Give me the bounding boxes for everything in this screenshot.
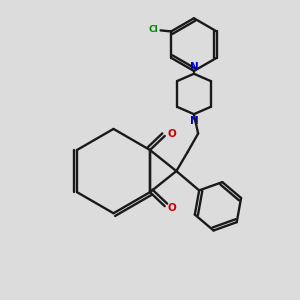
Text: N: N [190, 116, 198, 126]
Text: O: O [168, 203, 176, 213]
Text: O: O [168, 129, 176, 139]
Text: Cl: Cl [149, 25, 158, 34]
Text: N: N [190, 62, 198, 72]
